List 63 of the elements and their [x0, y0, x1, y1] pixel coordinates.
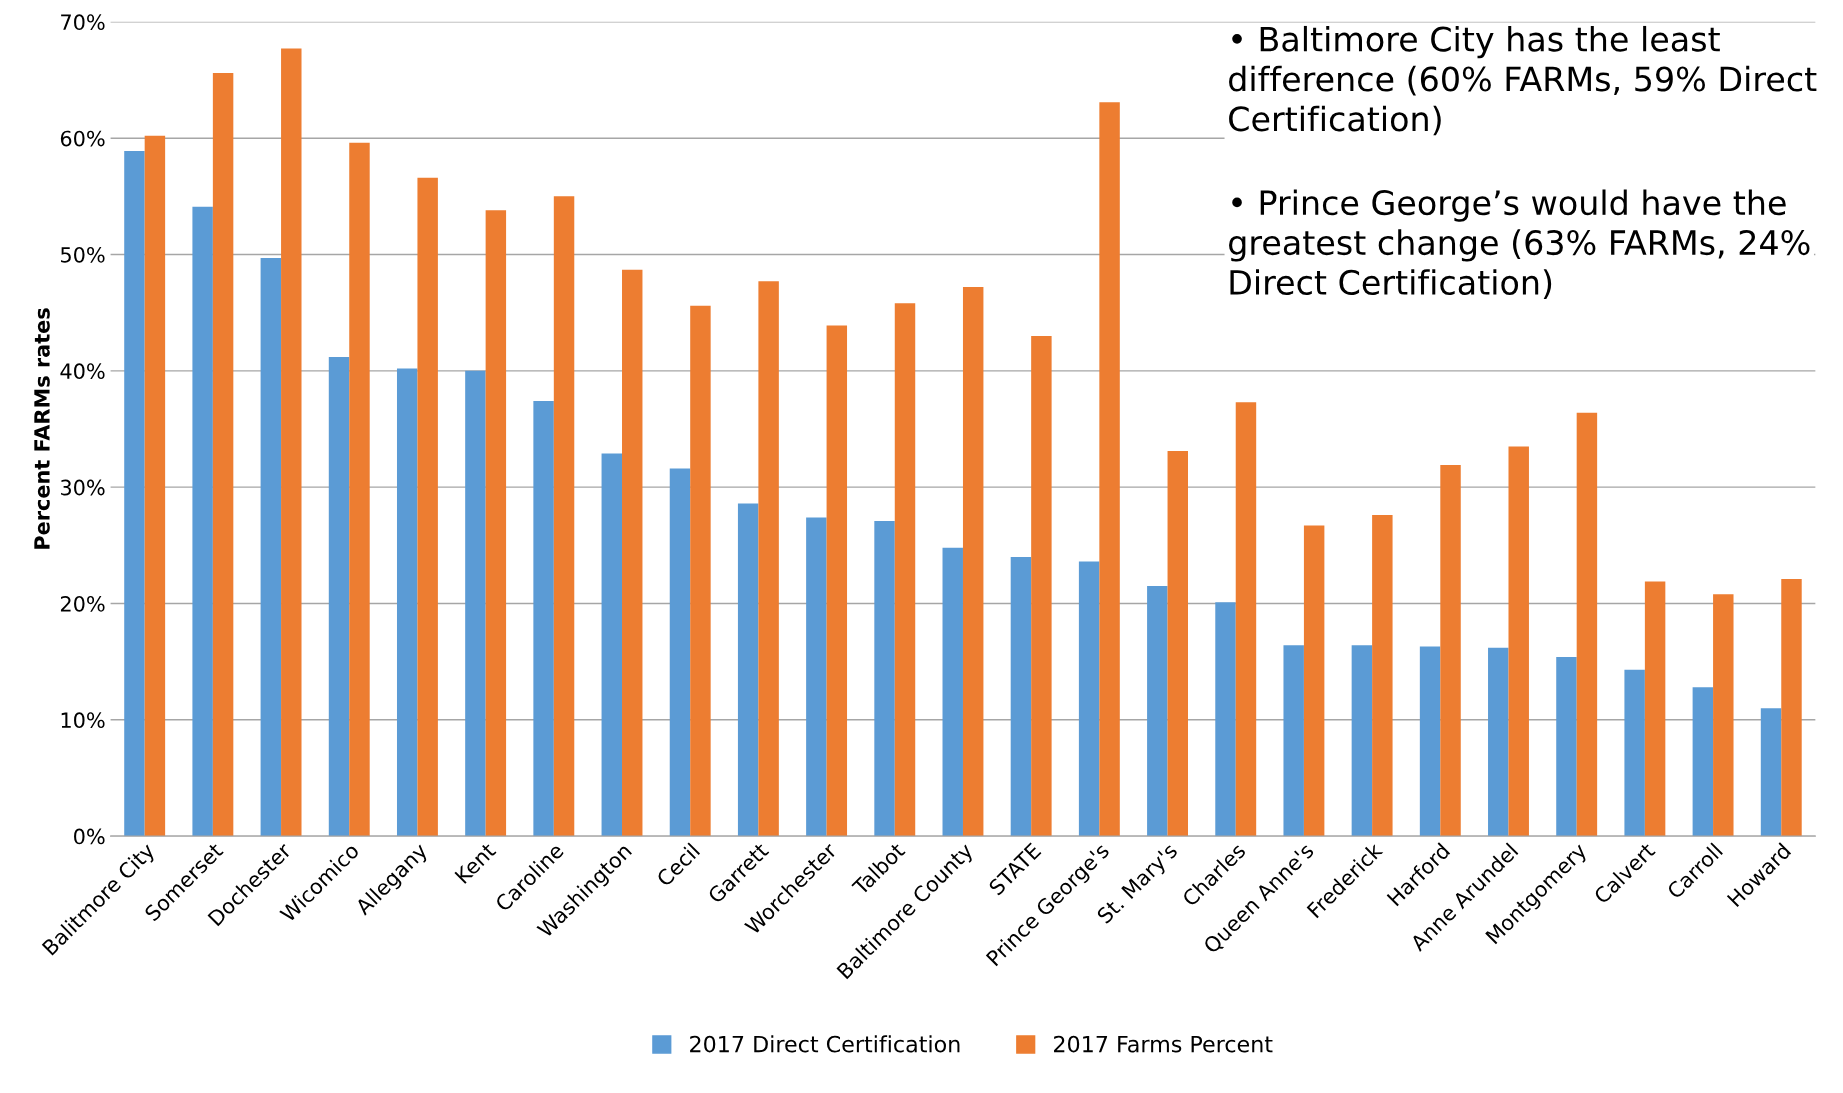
bar — [1031, 335, 1052, 837]
bar — [533, 401, 554, 837]
bar — [212, 73, 234, 837]
bar — [758, 281, 779, 837]
bar — [260, 258, 282, 837]
bar — [690, 305, 711, 837]
bar — [1235, 402, 1257, 837]
bar — [192, 206, 213, 837]
bar — [1351, 645, 1373, 837]
legend-label: 2017 Direct Certification — [690, 1035, 960, 1053]
bar — [485, 210, 507, 837]
y-tick-label: 40% — [60, 363, 105, 380]
bar — [1147, 586, 1168, 837]
bar — [1692, 687, 1714, 837]
bar — [1010, 556, 1032, 837]
y-axis-title: Percent FARMs rates — [34, 308, 50, 549]
bar — [1078, 561, 1100, 837]
bar — [281, 48, 302, 837]
bar — [1488, 647, 1509, 837]
bar — [962, 287, 984, 837]
annotation: • Prince George’s would have the greatest change (63% FARMs, 24% Direct Certification) — [1229, 189, 1810, 299]
bar — [737, 503, 759, 837]
bar — [1419, 646, 1441, 837]
bar — [553, 196, 575, 837]
bar — [1508, 446, 1529, 837]
bar — [1556, 657, 1577, 837]
bar — [1760, 708, 1782, 837]
y-tick-label: 70% — [61, 14, 105, 31]
bar — [601, 453, 623, 837]
y-tick-label: 10% — [61, 712, 105, 729]
bar — [349, 142, 370, 837]
bar — [1440, 465, 1461, 837]
bar — [124, 150, 145, 837]
y-tick-label: 30% — [61, 479, 105, 496]
bar — [874, 520, 895, 837]
bar — [1099, 102, 1120, 837]
bar — [417, 177, 438, 837]
bar — [1167, 451, 1188, 837]
y-tick-label: 0% — [74, 828, 105, 845]
bar — [942, 547, 963, 837]
bar — [1283, 645, 1304, 837]
bar — [1713, 594, 1734, 837]
bar — [1644, 581, 1666, 837]
bar — [1303, 525, 1325, 837]
bar — [1372, 515, 1393, 837]
legend-label: 2017 Farms Percent — [1054, 1035, 1273, 1053]
bar — [1781, 579, 1802, 837]
bar — [894, 303, 916, 837]
bar — [1215, 602, 1236, 837]
bar — [465, 370, 486, 837]
bar — [806, 517, 827, 837]
bar — [1624, 669, 1645, 837]
bar — [669, 468, 691, 837]
bar — [328, 356, 350, 837]
bar — [622, 269, 643, 837]
bar — [1576, 412, 1598, 837]
y-tick-label: 20% — [60, 595, 105, 612]
y-tick-label: 50% — [61, 246, 105, 263]
y-tick-label: 60% — [60, 130, 105, 147]
bar — [826, 325, 848, 837]
bar — [144, 135, 166, 837]
annotation: • Baltimore City has the least difference (60% FARMs, 59% Direct Certification) — [1229, 25, 1817, 136]
bar — [396, 368, 418, 837]
